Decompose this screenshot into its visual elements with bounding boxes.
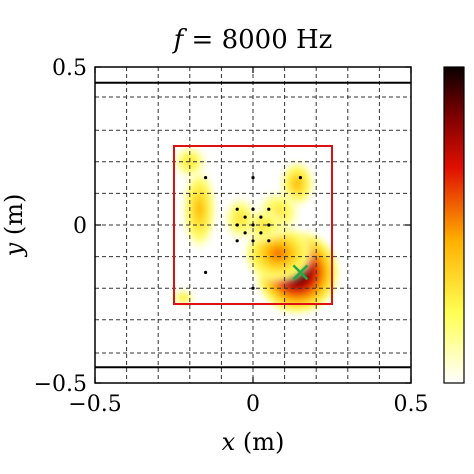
y-tick-label: 0 [73, 214, 87, 239]
heat-blob [221, 193, 260, 244]
y-tick-label: −0.5 [34, 372, 87, 397]
microphone-point [251, 286, 255, 290]
microphone-point [251, 223, 255, 227]
y-axis-label: y (m) [0, 194, 28, 258]
microphone-point [267, 239, 271, 243]
x-axis-label: x (m) [222, 428, 285, 456]
microphone-point [267, 223, 271, 227]
microphone-array [204, 176, 302, 290]
boundary-lines [95, 81, 411, 369]
microphone-point [243, 215, 247, 219]
microphone-point [251, 176, 255, 180]
source-marker [292, 264, 309, 281]
x-axis-unit: (m) [235, 428, 284, 456]
title-value: = 8000 Hz [183, 25, 332, 55]
scan-region-box [173, 145, 333, 305]
microphone-point [251, 207, 255, 211]
y-tick-label: 0.5 [52, 56, 87, 81]
microphone-point [204, 270, 208, 274]
microphone-point [204, 176, 208, 180]
microphone-point [235, 239, 239, 243]
microphone-point [267, 207, 271, 211]
x-tick-label: −0.5 [68, 392, 121, 417]
microphone-point [235, 223, 239, 227]
y-axis-variable: y [0, 242, 28, 257]
chart-title: f = 8000 Hz [172, 25, 333, 55]
colorbar [443, 66, 465, 384]
x-tick-label: 0 [246, 392, 260, 417]
heatmap-layer [170, 142, 342, 317]
source-cross-stroke [292, 264, 309, 281]
microphone-point [235, 207, 239, 211]
x-tick-label: 0.5 [394, 392, 429, 417]
axis-ticks: −0.5 0 0.5 −0.5 0 0.5 [34, 56, 429, 417]
y-axis-unit: (m) [0, 194, 28, 243]
microphone-point [251, 239, 255, 243]
microphone-point [259, 215, 263, 219]
microphone-point [298, 176, 302, 180]
microphone-point [243, 231, 247, 235]
microphone-point [259, 231, 263, 235]
x-axis-variable: x [222, 428, 236, 456]
